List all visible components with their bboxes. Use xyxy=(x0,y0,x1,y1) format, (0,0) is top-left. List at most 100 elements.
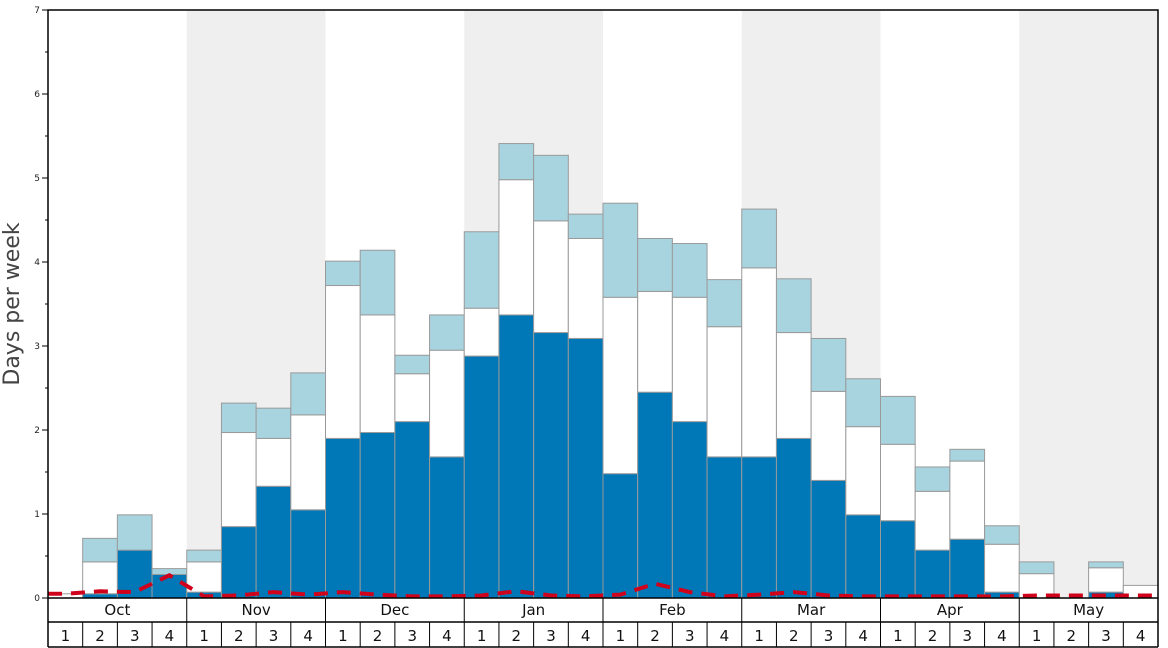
month-label-nov: Nov xyxy=(241,601,270,619)
bar-segment xyxy=(567,337,604,599)
bar-segment xyxy=(359,432,396,599)
month-label-feb: Feb xyxy=(659,601,686,619)
week-label: 2 xyxy=(234,627,244,645)
bar-segment xyxy=(810,390,847,481)
bar-segment xyxy=(220,402,257,434)
week-label: 1 xyxy=(338,627,348,645)
bar-segment xyxy=(220,526,257,599)
bar-segment xyxy=(290,372,326,416)
week-label: 1 xyxy=(477,627,487,645)
y-tick-label: 7 xyxy=(34,6,40,16)
bar-segment xyxy=(949,460,986,540)
bar-segment xyxy=(602,473,639,599)
bar-segment xyxy=(637,290,673,393)
month-label-may: May xyxy=(1073,601,1104,619)
bar-segment xyxy=(949,448,986,462)
line-layer xyxy=(48,573,1158,599)
week-label: 3 xyxy=(685,627,695,645)
bar-segment xyxy=(498,179,535,316)
bar-segment xyxy=(359,249,396,316)
bar-segment xyxy=(567,237,604,339)
week-label: 2 xyxy=(789,627,799,645)
bar-segment xyxy=(290,414,326,511)
bar-segment xyxy=(255,437,292,487)
bar-segment xyxy=(1018,561,1055,575)
week-label: 3 xyxy=(407,627,417,645)
bar-segment xyxy=(602,296,639,475)
bar-segment xyxy=(637,391,673,599)
bar-segment xyxy=(463,231,500,309)
bar-segment xyxy=(1088,561,1124,569)
week-label: 1 xyxy=(199,627,209,645)
week-label: 2 xyxy=(650,627,660,645)
bar-segment xyxy=(429,314,465,351)
y-tick-label: 2 xyxy=(34,426,40,436)
bar-segment xyxy=(359,314,396,434)
month-label-jan: Jan xyxy=(521,601,545,619)
y-tick-label: 6 xyxy=(34,90,40,100)
bar-segment xyxy=(775,278,812,334)
bar-segment xyxy=(914,549,951,599)
bar-segment xyxy=(671,421,708,599)
bar-segment xyxy=(533,332,569,599)
bar-segment xyxy=(567,213,604,239)
bar-segment xyxy=(810,337,847,392)
bar-segment xyxy=(498,314,535,599)
bar-segment xyxy=(880,520,916,599)
bar-segment xyxy=(429,456,465,599)
week-label: 4 xyxy=(997,627,1007,645)
week-label: 4 xyxy=(1136,627,1146,645)
bar-segment xyxy=(186,549,222,563)
week-label: 4 xyxy=(165,627,175,645)
y-axis-label: Days per week xyxy=(0,222,25,385)
dashed-line-series xyxy=(48,573,1158,599)
bar-segment xyxy=(394,373,431,423)
week-label: 4 xyxy=(303,627,313,645)
bar-segment xyxy=(394,354,431,375)
bar-segment xyxy=(706,279,743,328)
bar-segment xyxy=(741,208,777,269)
bar-segment xyxy=(82,561,118,595)
bar-segment xyxy=(914,466,951,492)
bar-segment xyxy=(220,432,257,528)
y-tick-label: 1 xyxy=(34,510,40,520)
bar-segment xyxy=(880,443,916,522)
bar-segment xyxy=(325,260,361,287)
bar-segment xyxy=(290,509,326,599)
bar-segment xyxy=(255,485,292,599)
week-label: 1 xyxy=(754,627,764,645)
week-label: 1 xyxy=(1032,627,1042,645)
bar-segment xyxy=(845,378,881,428)
week-label: 1 xyxy=(893,627,903,645)
bar-segment xyxy=(325,285,361,439)
y-tick-label: 5 xyxy=(34,174,40,184)
bar-segment xyxy=(82,537,118,563)
y-tick-label: 4 xyxy=(34,258,40,268)
bar-segment xyxy=(463,355,500,599)
bar-segment xyxy=(741,456,777,599)
week-label: 4 xyxy=(442,627,452,645)
bar-segment xyxy=(151,573,188,599)
week-label: 3 xyxy=(824,627,834,645)
bar-segment xyxy=(775,437,812,599)
month-shade-may xyxy=(1019,10,1158,598)
week-label: 4 xyxy=(858,627,868,645)
week-label: 2 xyxy=(1067,627,1077,645)
week-label: 3 xyxy=(269,627,279,645)
bar-segment xyxy=(741,267,777,458)
bar-segment xyxy=(984,525,1020,545)
month-label-mar: Mar xyxy=(797,601,826,619)
bar-segment xyxy=(671,296,708,423)
bar-segment xyxy=(394,421,431,599)
bar-segment xyxy=(602,202,639,298)
bar-segment xyxy=(116,514,153,551)
bar-segment xyxy=(463,307,500,357)
bar-segment xyxy=(637,237,673,292)
bar-segment xyxy=(949,538,986,599)
labels-layer: 0 1 2 3 4 5 6 7 Days per week Oct Nov Dec Jan Feb Mar A… xyxy=(0,6,1145,645)
bar-segment xyxy=(845,514,881,599)
week-label: 1 xyxy=(61,627,71,645)
bar-segment xyxy=(914,490,951,551)
